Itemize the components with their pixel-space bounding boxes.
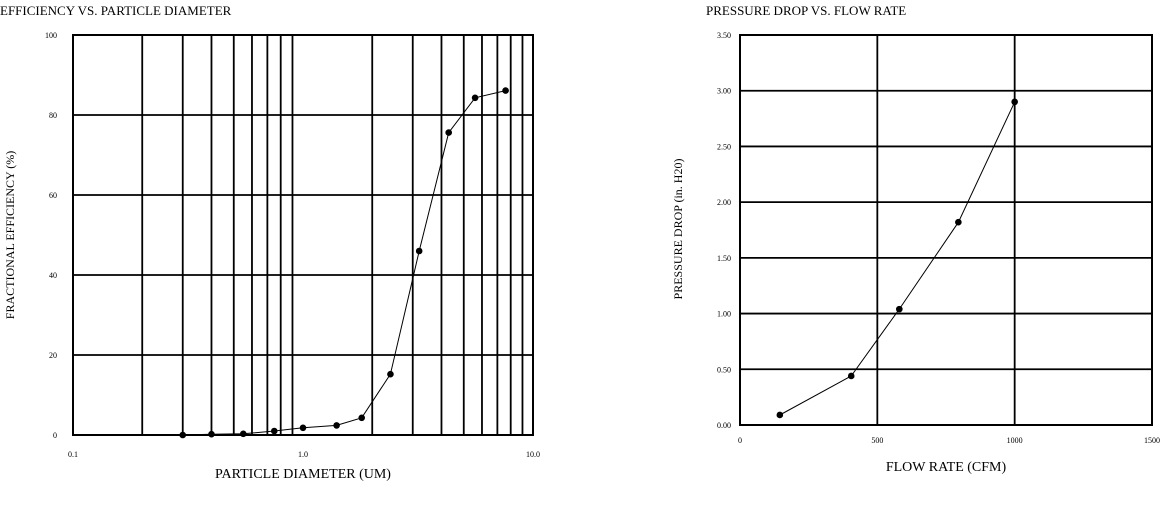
x-tick-label: 10.0 [526,450,540,459]
efficiency-chart: EFFICIENCY VS. PARTICLE DIAMETER 0.1 1.0 1… [0,3,540,482]
y-tick-label: 0.00 [717,421,731,430]
x-tick-labels: 0.1 1.0 10.0 [68,450,540,459]
data-point [358,414,366,422]
data-point [299,424,307,432]
x-tick-label: 500 [871,436,883,445]
data-point [333,422,340,429]
y-axis-label: PRESSURE DROP (in. H20) [671,159,685,300]
y-tick-label: 60 [49,191,57,200]
data-point [502,87,509,94]
y-tick-label: 40 [49,271,57,280]
y-tick-label: 3.50 [717,31,731,40]
data-points [776,98,1018,419]
y-tick-label: 0 [53,431,57,440]
data-points [179,87,509,439]
x-tick-label: 0 [738,436,742,445]
x-tick-label: 0.1 [68,450,78,459]
y-tick-label: 100 [45,31,57,40]
series-line [182,90,506,436]
grid [740,35,1152,425]
data-point [239,430,247,438]
x-axis-label: PARTICLE DIAMETER (UM) [215,467,391,482]
grid [73,35,533,435]
y-tick-label: 3.00 [717,87,731,96]
y-tick-labels: 0.00 0.50 1.00 1.50 2.00 2.50 3.00 3.50 [717,31,731,430]
data-point [776,411,784,419]
plot-frame [72,34,534,436]
pressure-drop-chart: PRESSURE DROP VS. FLOW RATE 0 500 1000 1500… [671,3,1160,475]
y-tick-label: 80 [49,111,57,120]
y-tick-label: 0.50 [717,365,731,374]
data-point [415,247,423,255]
data-point [1011,98,1018,106]
x-tick-label: 1000 [1007,436,1023,445]
x-axis-label: FLOW RATE (CFM) [886,460,1007,475]
y-axis-label: FRACTIONAL EFFICIENCY (%) [3,151,17,319]
y-tick-label: 1.50 [717,254,731,263]
y-tick-label: 2.00 [717,198,731,207]
y-tick-label: 1.00 [717,310,731,319]
chart-title: EFFICIENCY VS. PARTICLE DIAMETER [0,3,232,18]
data-point [847,372,855,380]
y-tick-label: 20 [49,351,57,360]
x-tick-labels: 0 500 1000 1500 [738,436,1160,445]
data-point [387,370,394,378]
data-point [270,427,278,435]
x-tick-label: 1500 [1144,436,1160,445]
chart-title: PRESSURE DROP VS. FLOW RATE [706,3,906,18]
data-point [471,94,479,102]
data-point [896,305,903,313]
data-point [955,218,962,226]
x-tick-label: 1.0 [298,450,308,459]
data-point [208,430,215,438]
data-point [445,129,452,136]
y-tick-labels: 0 20 40 60 80 100 [45,31,57,440]
y-tick-label: 2.50 [717,142,731,151]
data-point [179,431,187,439]
plot-frame [739,34,1153,426]
